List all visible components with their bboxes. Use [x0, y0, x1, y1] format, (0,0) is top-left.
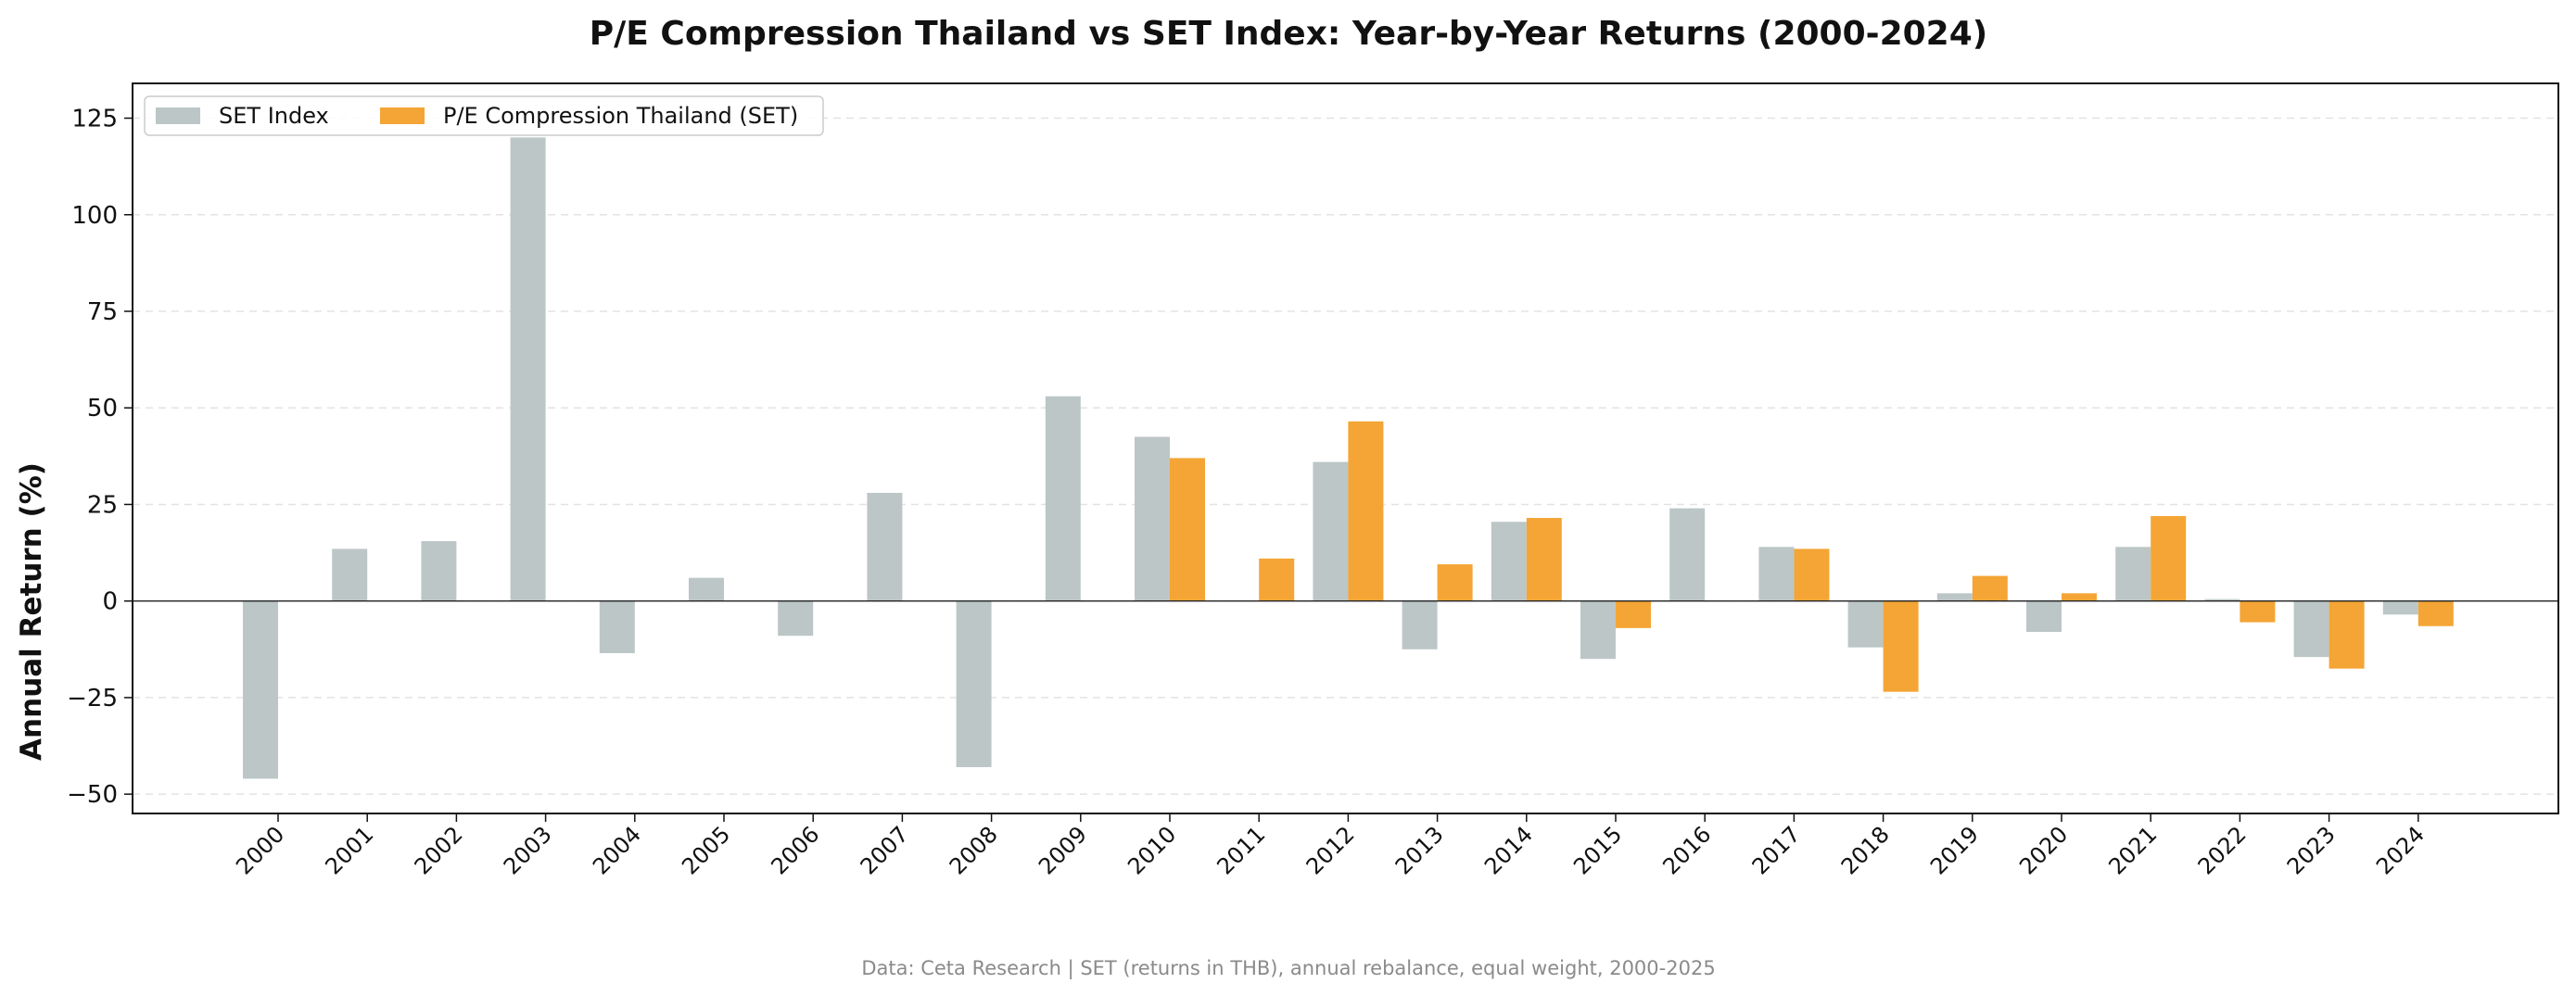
- y-axis-label: Annual Return (%): [15, 462, 48, 761]
- bar-set-index-2018: [1847, 600, 1884, 648]
- y-tick-label: 50: [87, 395, 118, 422]
- bar-pe-compression-2015: [1616, 600, 1651, 628]
- chart-title: P/E Compression Thailand vs SET Index: Y…: [590, 15, 1988, 53]
- y-tick-label: 25: [87, 491, 118, 519]
- legend-label-set-index: SET Index: [219, 103, 329, 129]
- bar-set-index-2000: [243, 600, 278, 779]
- bar-set-index-2019: [1936, 593, 1973, 601]
- y-tick-label: −50: [67, 781, 118, 809]
- source-note: Data: Ceta Research | SET (returns in TH…: [861, 957, 1715, 980]
- bar-set-index-2010: [1135, 436, 1170, 601]
- bar-set-index-2007: [867, 492, 903, 601]
- x-tick-label: 2017: [1747, 821, 1806, 879]
- bar-pe-compression-2021: [2151, 515, 2187, 601]
- bar-pe-compression-2011: [1259, 558, 1295, 601]
- x-tick-label: 2003: [499, 821, 557, 879]
- x-tick-label: 2013: [1390, 821, 1449, 879]
- bar-pe-compression-2010: [1170, 458, 1205, 601]
- bar-pe-compression-2023: [2329, 600, 2365, 669]
- bar-set-index-2014: [1491, 522, 1527, 601]
- bar-pe-compression-2012: [1348, 421, 1384, 601]
- bar-set-index-2002: [421, 541, 457, 601]
- x-tick-label: 2012: [1301, 821, 1360, 879]
- legend-swatch-set-index: [156, 107, 200, 124]
- x-tick-label: 2006: [766, 821, 824, 879]
- bar-pe-compression-2020: [2062, 593, 2097, 601]
- x-tick-label: 2015: [1568, 821, 1627, 879]
- x-tick-label: 2008: [945, 821, 1003, 879]
- x-tick-label: 2014: [1479, 821, 1538, 879]
- bar-set-index-2012: [1313, 461, 1349, 601]
- bar-pe-compression-2019: [1972, 575, 2008, 601]
- x-tick-label: 2004: [588, 821, 646, 879]
- x-tick-label: 2022: [2193, 821, 2252, 879]
- bar-set-index-2022: [2204, 599, 2240, 601]
- legend: SET Index P/E Compression Thailand (SET): [144, 95, 824, 136]
- x-tick-label: 2000: [231, 821, 289, 879]
- x-tick-label: 2002: [410, 821, 468, 879]
- bar-set-index-2001: [332, 548, 368, 601]
- bar-set-index-2008: [956, 600, 992, 767]
- x-tick-label: 2020: [2014, 821, 2073, 879]
- y-tick-label: −25: [67, 685, 118, 712]
- bar-set-index-2021: [2115, 547, 2151, 601]
- x-tick-label: 2001: [320, 821, 378, 879]
- bar-pe-compression-2017: [1794, 548, 1830, 601]
- x-tick-label: 2009: [1034, 821, 1092, 879]
- bar-set-index-2013: [1402, 600, 1438, 649]
- x-tick-label: 2005: [677, 821, 735, 879]
- y-tick-label: 100: [71, 202, 118, 230]
- legend-box: [144, 95, 824, 136]
- x-tick-label: 2010: [1123, 821, 1181, 879]
- plot-frame: [132, 82, 2559, 814]
- bar-set-index-2006: [778, 600, 814, 637]
- x-tick-label: 2019: [1925, 821, 1984, 879]
- bar-pe-compression-2013: [1437, 564, 1473, 601]
- legend-label-pe-compression: P/E Compression Thailand (SET): [443, 103, 798, 129]
- bar-set-index-2023: [2293, 600, 2329, 658]
- bar-set-index-2024: [2382, 600, 2418, 615]
- x-tick-label: 2007: [856, 821, 914, 879]
- y-tick-label: 0: [102, 588, 118, 616]
- bars: [243, 137, 2454, 779]
- bar-set-index-2015: [1580, 600, 1616, 660]
- y-tick-label: 75: [87, 298, 118, 326]
- bar-pe-compression-2024: [2417, 600, 2454, 626]
- bar-pe-compression-2014: [1526, 518, 1562, 601]
- x-axis-ticks: 2000 2001 2002 2003 2004 2005 2006 2007 2008 2009…: [231, 813, 2430, 879]
- x-tick-label: 2024: [2371, 821, 2430, 879]
- bar-pe-compression-2022: [2240, 600, 2276, 623]
- bar-pe-compression-2018: [1883, 600, 1919, 692]
- bar-set-index-2016: [1669, 508, 1706, 601]
- x-tick-label: 2018: [1836, 821, 1895, 879]
- x-tick-label: 2021: [2103, 821, 2162, 879]
- bar-set-index-2003: [510, 137, 546, 601]
- bar-set-index-2017: [1758, 547, 1795, 601]
- bar-set-index-2004: [599, 600, 635, 653]
- bar-set-index-2009: [1045, 396, 1081, 601]
- y-axis-ticks: −50 −25 0 25 50 75 100 125: [67, 106, 133, 809]
- bar-set-index-2020: [2026, 600, 2062, 633]
- gridlines: [133, 117, 2558, 795]
- x-tick-label: 2011: [1212, 821, 1270, 879]
- legend-swatch-pe-compression: [380, 107, 425, 124]
- y-tick-label: 125: [71, 106, 118, 133]
- x-tick-label: 2016: [1657, 821, 1716, 879]
- bar-set-index-2005: [689, 577, 724, 601]
- x-tick-label: 2023: [2282, 821, 2341, 879]
